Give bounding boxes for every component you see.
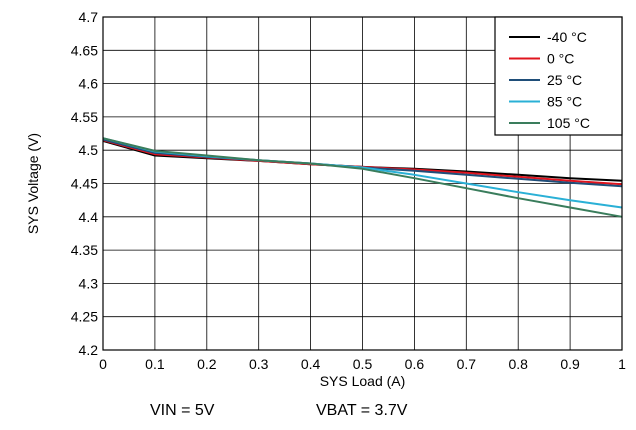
y-tick-label: 4.25 bbox=[71, 309, 98, 325]
y-tick-label: 4.35 bbox=[71, 242, 98, 258]
y-tick-label: 4.6 bbox=[79, 76, 99, 92]
x-tick-label: 0.3 bbox=[249, 356, 269, 372]
x-tick-label: 0.7 bbox=[457, 356, 477, 372]
y-tick-labels: 4.2 4.25 4.3 4.35 4.4 4.45 4.5 4.55 4.6 4.65 4.7 bbox=[71, 9, 98, 358]
y-tick-label: 4.5 bbox=[79, 142, 99, 158]
x-tick-label: 0.9 bbox=[560, 356, 580, 372]
series-layer bbox=[102, 137, 623, 218]
y-tick-label: 4.65 bbox=[71, 42, 98, 58]
chart: 0 0.1 0.2 0.3 0.4 0.5 0.6 0.7 0.8 0.9 1 4.2 4.25 4.3… bbox=[25, 9, 626, 389]
y-axis-title: SYS Voltage (V) bbox=[25, 133, 41, 234]
x-tick-label: 0.8 bbox=[508, 356, 528, 372]
legend-label-2: 25 °C bbox=[547, 72, 582, 88]
y-tick-label: 4.55 bbox=[71, 109, 98, 125]
plot-frame bbox=[102, 16, 623, 351]
caption-vbat: VBAT = 3.7V bbox=[316, 402, 408, 419]
x-axis-title: SYS Load (A) bbox=[320, 373, 406, 389]
x-tick-label: 0.6 bbox=[405, 356, 425, 372]
x-tick-labels: 0 0.1 0.2 0.3 0.4 0.5 0.6 0.7 0.8 0.9 1 bbox=[99, 356, 626, 372]
x-tick-label: 0 bbox=[99, 356, 107, 372]
legend-label-3: 85 °C bbox=[547, 94, 582, 110]
x-tick-label: 0.1 bbox=[145, 356, 165, 372]
caption-vin: VIN = 5V bbox=[150, 402, 215, 419]
y-tick-label: 4.3 bbox=[79, 275, 99, 291]
y-tick-label: 4.2 bbox=[79, 342, 99, 358]
y-tick-label: 4.4 bbox=[79, 209, 99, 225]
y-tick-label: 4.45 bbox=[71, 176, 98, 192]
legend-label-0: -40 °C bbox=[547, 29, 587, 45]
x-tick-label: 0.2 bbox=[197, 356, 217, 372]
x-tick-label: 0.4 bbox=[301, 356, 321, 372]
x-tick-label: 1 bbox=[618, 356, 626, 372]
series-line-4 bbox=[102, 137, 623, 218]
y-tick-label: 4.7 bbox=[79, 9, 99, 25]
legend-label-1: 0 °C bbox=[547, 51, 574, 67]
legend-label-4: 105 °C bbox=[547, 115, 590, 131]
x-tick-label: 0.5 bbox=[353, 356, 373, 372]
legend: -40 °C 0 °C 25 °C 85 °C 105 °C bbox=[494, 16, 623, 136]
